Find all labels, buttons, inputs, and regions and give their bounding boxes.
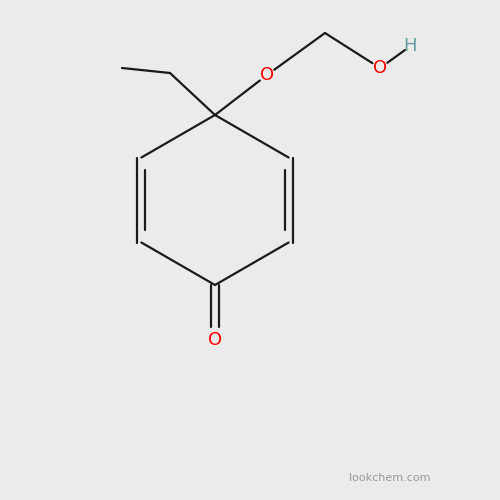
Text: O: O — [208, 331, 222, 349]
Text: lookchem.com: lookchem.com — [349, 473, 431, 483]
Text: O: O — [260, 66, 274, 84]
Text: H: H — [403, 37, 417, 55]
Text: O: O — [373, 59, 387, 77]
